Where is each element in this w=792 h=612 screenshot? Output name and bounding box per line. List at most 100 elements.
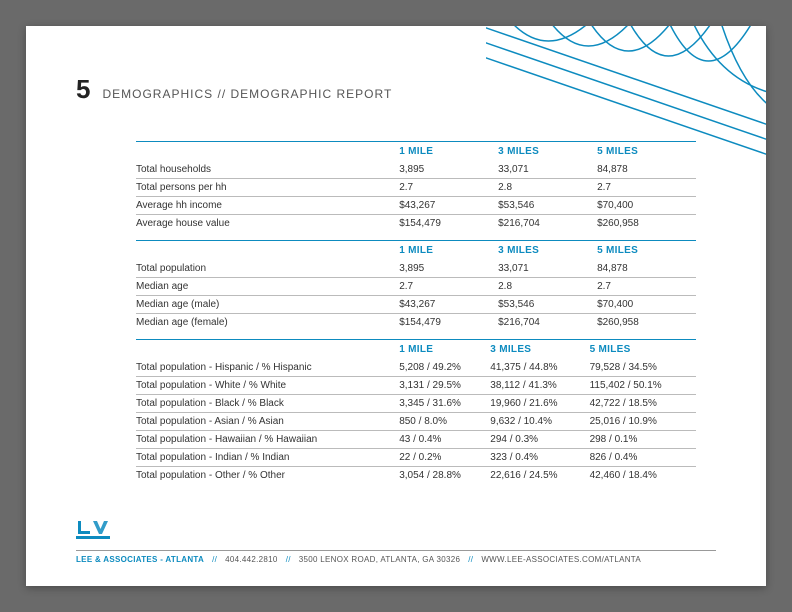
col-5miles: 5 MILES xyxy=(590,340,696,360)
cell: $43,267 xyxy=(399,296,498,314)
section-households: 1 MILE 3 MILES 5 MILES Total households3… xyxy=(136,141,696,232)
section-ethnicity: 1 MILE 3 MILES 5 MILES Total population … xyxy=(136,339,696,484)
footer-phone: 404.442.2810 xyxy=(225,555,278,564)
col-label xyxy=(136,340,399,360)
table-row: Average house value$154,479$216,704$260,… xyxy=(136,215,696,233)
cell: $260,958 xyxy=(597,314,696,332)
cell: 33,071 xyxy=(498,260,597,278)
row-label: Total population - Asian / % Asian xyxy=(136,413,399,431)
row-label: Total population xyxy=(136,260,399,278)
row-label: Total population - Indian / % Indian xyxy=(136,449,399,467)
report-content: 1 MILE 3 MILES 5 MILES Total households3… xyxy=(136,141,696,484)
cell: $53,546 xyxy=(498,296,597,314)
col-label xyxy=(136,142,399,162)
cell: 3,895 xyxy=(399,260,498,278)
row-label: Average house value xyxy=(136,215,399,233)
cell: 2.7 xyxy=(597,179,696,197)
cell: 2.7 xyxy=(597,278,696,296)
footer-company: LEE & ASSOCIATES - ATLANTA xyxy=(76,555,204,564)
table-population: 1 MILE 3 MILES 5 MILES Total population3… xyxy=(136,240,696,331)
footer-address: 3500 LENOX ROAD, ATLANTA, GA 30326 xyxy=(299,555,461,564)
table-row: Total population3,89533,07184,878 xyxy=(136,260,696,278)
cell: 323 / 0.4% xyxy=(490,449,589,467)
page-header: 5 DEMOGRAPHICS // DEMOGRAPHIC REPORT xyxy=(76,74,392,105)
row-label: Total population - Hawaiian / % Hawaiian xyxy=(136,431,399,449)
row-label: Total persons per hh xyxy=(136,179,399,197)
col-1mile: 1 MILE xyxy=(399,241,498,261)
row-label: Total population - White / % White xyxy=(136,377,399,395)
row-label: Median age xyxy=(136,278,399,296)
col-3miles: 3 MILES xyxy=(498,241,597,261)
cell: 850 / 8.0% xyxy=(399,413,490,431)
cell: 22 / 0.2% xyxy=(399,449,490,467)
cell: $43,267 xyxy=(399,197,498,215)
table-row: Total persons per hh2.72.82.7 xyxy=(136,179,696,197)
report-page: 5 DEMOGRAPHICS // DEMOGRAPHIC REPORT 1 M… xyxy=(26,26,766,586)
col-1mile: 1 MILE xyxy=(399,142,498,162)
cell: 298 / 0.1% xyxy=(590,431,696,449)
table-row: Total population - White / % White3,131 … xyxy=(136,377,696,395)
table-row: Median age (female)$154,479$216,704$260,… xyxy=(136,314,696,332)
cell: 2.8 xyxy=(498,179,597,197)
cell: 3,131 / 29.5% xyxy=(399,377,490,395)
cell: $154,479 xyxy=(399,215,498,233)
cell: $70,400 xyxy=(597,296,696,314)
cell: 42,460 / 18.4% xyxy=(590,467,696,485)
cell: 826 / 0.4% xyxy=(590,449,696,467)
col-1mile: 1 MILE xyxy=(399,340,490,360)
table-households: 1 MILE 3 MILES 5 MILES Total households3… xyxy=(136,141,696,232)
cell: 9,632 / 10.4% xyxy=(490,413,589,431)
col-3miles: 3 MILES xyxy=(498,142,597,162)
cell: 33,071 xyxy=(498,161,597,179)
page-number: 5 xyxy=(76,74,90,105)
table-row: Total households3,89533,07184,878 xyxy=(136,161,696,179)
cell: 25,016 / 10.9% xyxy=(590,413,696,431)
cell: 2.7 xyxy=(399,278,498,296)
col-5miles: 5 MILES xyxy=(597,241,696,261)
cell: $53,546 xyxy=(498,197,597,215)
cell: $216,704 xyxy=(498,314,597,332)
table-row: Median age2.72.82.7 xyxy=(136,278,696,296)
footer-sep: // xyxy=(468,555,473,564)
col-5miles: 5 MILES xyxy=(597,142,696,162)
cell: $70,400 xyxy=(597,197,696,215)
cell: $260,958 xyxy=(597,215,696,233)
cell: 42,722 / 18.5% xyxy=(590,395,696,413)
cell: 2.7 xyxy=(399,179,498,197)
row-label: Average hh income xyxy=(136,197,399,215)
footer-info: LEE & ASSOCIATES - ATLANTA // 404.442.28… xyxy=(76,550,716,564)
row-label: Total population - Other / % Other xyxy=(136,467,399,485)
cell: 38,112 / 41.3% xyxy=(490,377,589,395)
table-row: Total population - Asian / % Asian850 / … xyxy=(136,413,696,431)
section-population: 1 MILE 3 MILES 5 MILES Total population3… xyxy=(136,240,696,331)
table-row: Median age (male)$43,267$53,546$70,400 xyxy=(136,296,696,314)
footer-sep: // xyxy=(212,555,217,564)
table-ethnicity: 1 MILE 3 MILES 5 MILES Total population … xyxy=(136,339,696,484)
cell: 43 / 0.4% xyxy=(399,431,490,449)
table-row: Total population - Hispanic / % Hispanic… xyxy=(136,359,696,377)
col-label xyxy=(136,241,399,261)
company-logo xyxy=(76,519,110,539)
cell: 79,528 / 34.5% xyxy=(590,359,696,377)
cell: 84,878 xyxy=(597,260,696,278)
table-row: Average hh income$43,267$53,546$70,400 xyxy=(136,197,696,215)
footer-sep: // xyxy=(286,555,291,564)
page-title: DEMOGRAPHICS // DEMOGRAPHIC REPORT xyxy=(102,87,392,101)
table-row: Total population - Indian / % Indian22 /… xyxy=(136,449,696,467)
cell: 3,345 / 31.6% xyxy=(399,395,490,413)
row-label: Median age (female) xyxy=(136,314,399,332)
cell: 2.8 xyxy=(498,278,597,296)
cell: 19,960 / 21.6% xyxy=(490,395,589,413)
cell: 3,054 / 28.8% xyxy=(399,467,490,485)
cell: $216,704 xyxy=(498,215,597,233)
row-label: Total households xyxy=(136,161,399,179)
cell: 22,616 / 24.5% xyxy=(490,467,589,485)
cell: 115,402 / 50.1% xyxy=(590,377,696,395)
cell: $154,479 xyxy=(399,314,498,332)
cell: 41,375 / 44.8% xyxy=(490,359,589,377)
cell: 84,878 xyxy=(597,161,696,179)
cell: 294 / 0.3% xyxy=(490,431,589,449)
table-row: Total population - Hawaiian / % Hawaiian… xyxy=(136,431,696,449)
row-label: Total population - Black / % Black xyxy=(136,395,399,413)
row-label: Total population - Hispanic / % Hispanic xyxy=(136,359,399,377)
